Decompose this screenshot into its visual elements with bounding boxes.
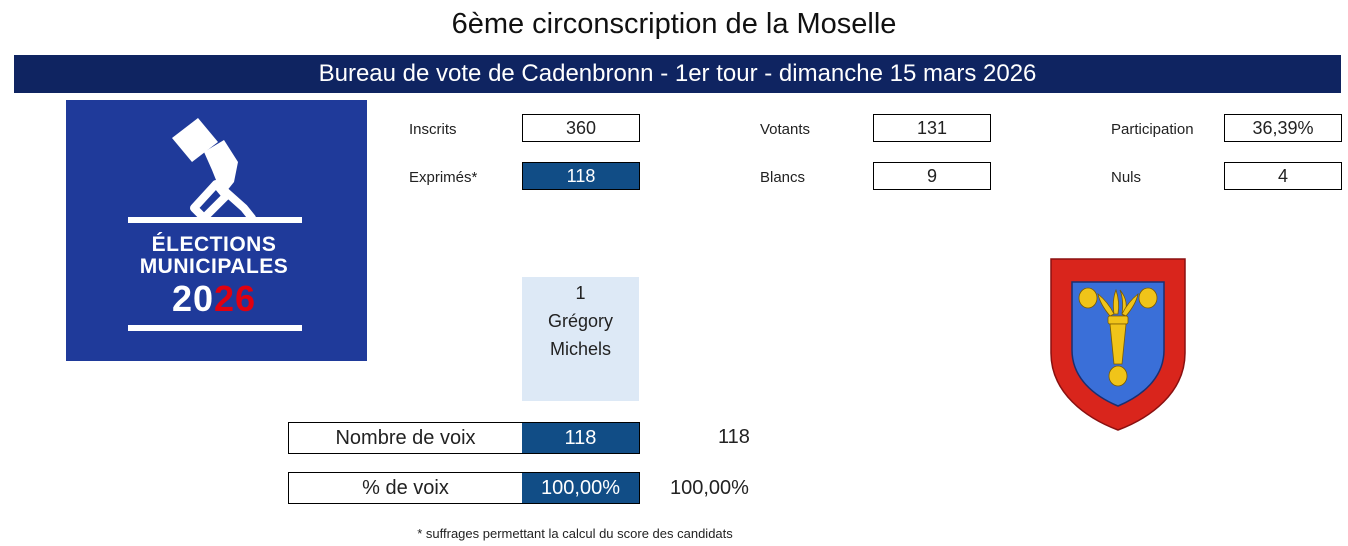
participation-label: Participation <box>1111 121 1194 138</box>
votants-value: 131 <box>873 114 991 142</box>
inscrits-label: Inscrits <box>409 121 457 138</box>
logo-line-municipales: MUNICIPALES <box>139 255 289 278</box>
logo-year-part3: 6 <box>235 278 257 319</box>
page-title: 6ème circonscription de la Moselle <box>451 8 897 40</box>
nombre-voix-label: Nombre de voix <box>288 422 523 454</box>
nuls-value: 4 <box>1224 162 1342 190</box>
nuls-label: Nuls <box>1111 169 1142 186</box>
footnote: * suffrages permettant la calcul du scor… <box>417 526 733 541</box>
nombre-voix-value: 118 <box>522 422 640 454</box>
coat-of-arms-icon <box>1050 258 1186 436</box>
exprimes-label: Exprimés* <box>409 169 478 186</box>
logo-line-elections: ÉLECTIONS <box>151 233 277 256</box>
votants-label: Votants <box>760 121 811 138</box>
pct-voix-total: 100,00% <box>670 477 749 499</box>
logo-year-part2: 2 <box>213 278 236 319</box>
inscrits-value: 360 <box>522 114 640 142</box>
candidate-card: 1 Grégory Michels <box>522 277 639 401</box>
nombre-voix-total: 118 <box>718 426 750 448</box>
elections-logo: ÉLECTIONS MUNICIPALES 2026 <box>66 100 367 361</box>
exprimes-value: 118 <box>522 162 640 190</box>
ballot-box-icon <box>128 118 302 331</box>
logo-year: 2026 <box>66 278 362 320</box>
pct-voix-label: % de voix <box>288 472 523 504</box>
candidate-number: 1 <box>575 283 586 303</box>
logo-year-part1: 20 <box>171 278 214 319</box>
candidate-first-name: Grégory <box>547 311 614 331</box>
participation-value: 36,39% <box>1224 114 1342 142</box>
pct-voix-value: 100,00% <box>522 472 640 504</box>
blancs-label: Blancs <box>760 169 806 186</box>
candidate-last-name: Michels <box>549 339 611 359</box>
polling-station-banner: Bureau de vote de Cadenbronn - 1er tour … <box>14 55 1341 93</box>
blancs-value: 9 <box>873 162 991 190</box>
